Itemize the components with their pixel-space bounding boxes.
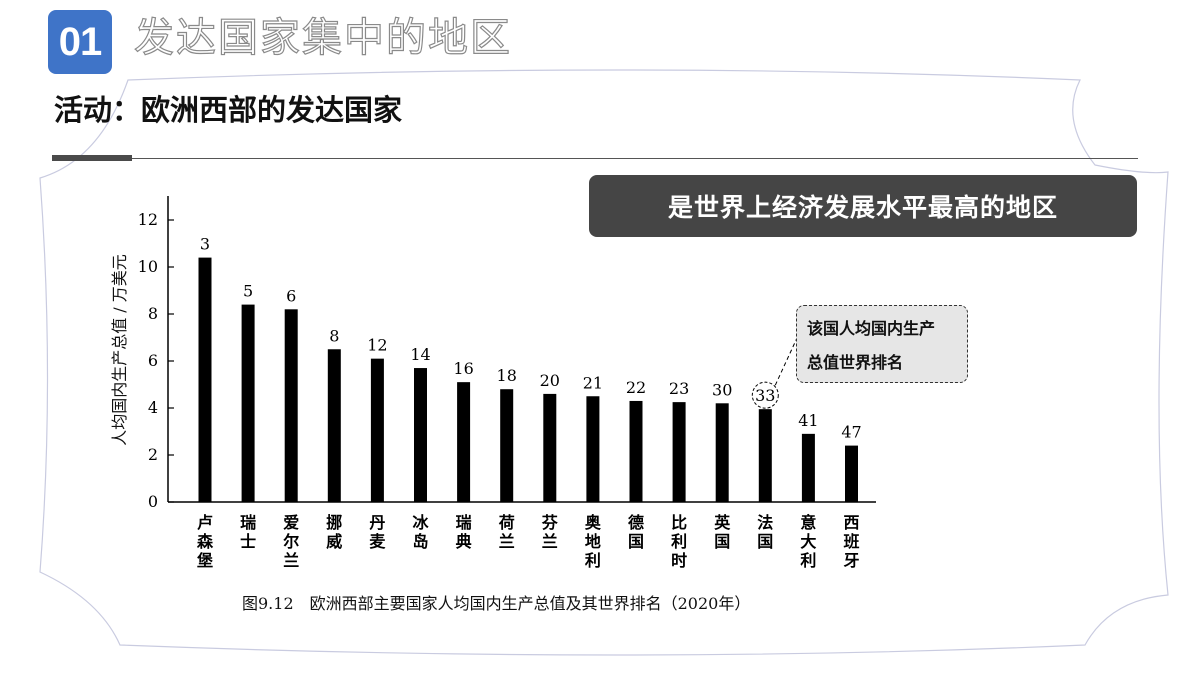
callout-line-2: 总值世界排名 [807,353,904,372]
section-number-badge: 01 [48,10,112,74]
category-label: 森 [197,532,214,551]
y-tick-label: 2 [148,445,158,464]
category-label: 地 [585,532,601,551]
category-label: 冰 [412,513,429,532]
category-label: 典 [456,532,472,551]
y-tick-label: 0 [148,492,158,511]
rank-label: 12 [367,336,387,355]
category-label: 岛 [412,532,428,551]
category-label: 时 [671,551,687,570]
bar [758,409,772,502]
bar [284,309,298,502]
category-label: 利 [585,551,601,570]
category-label: 兰 [499,532,515,551]
rank-label: 20 [540,371,560,390]
category-label: 麦 [369,532,386,551]
category-label: 荷 [499,513,515,532]
category-label: 国 [714,532,730,551]
bar [198,257,212,502]
category-label: 奥 [585,513,602,532]
category-label: 国 [628,532,644,551]
category-label: 尔 [283,532,299,551]
category-label: 意 [800,513,816,532]
category-label: 西 [843,513,859,532]
bar [414,368,427,502]
category-label: 利 [671,532,687,551]
title-divider-accent [52,155,132,161]
rank-label: 21 [583,373,603,392]
category-label: 大 [800,532,816,551]
category-label: 英 [713,513,731,532]
bar [500,389,514,502]
category-label: 卢 [197,513,213,532]
bar [457,382,471,502]
rank-label: 5 [243,282,253,301]
category-label: 兰 [542,532,558,551]
bar [801,433,815,502]
category-label: 比 [671,513,687,532]
category-label: 国 [757,532,773,551]
rank-label: 6 [286,286,296,305]
rank-label: 14 [410,345,430,364]
rank-label: 18 [497,366,517,385]
figure-caption: 图9.12 欧洲西部主要国家人均国内生产总值及其世界排名（2020年） [242,594,751,613]
section-title: 发达国家集中的地区 [133,14,512,61]
y-axis-label: 人均国内生产总值 / 万美元 [110,254,129,446]
category-label: 兰 [283,551,299,570]
y-tick-label: 4 [148,398,158,417]
rank-label: 8 [329,326,339,345]
bar [845,445,858,502]
category-label: 芬 [541,513,559,532]
bar [370,358,384,502]
category-label: 挪 [326,513,342,532]
rank-callout: 该国人均国内生产 总值世界排名 [796,305,968,383]
highlight-circle [751,381,779,409]
bar [672,402,686,502]
headline-banner: 是世界上经济发展水平最高的地区 [589,175,1137,237]
activity-title: 活动：欧洲西部的发达国家 [54,93,403,127]
rank-label: 30 [712,380,732,399]
category-label: 士 [240,532,256,551]
category-label: 瑞 [240,513,256,532]
callout-leader-line [774,337,798,386]
bar [327,349,341,502]
rank-label: 22 [626,378,646,397]
category-label: 瑞 [456,513,472,532]
y-tick-label: 6 [148,351,158,370]
category-label: 爱 [283,513,299,532]
bar [629,400,643,502]
category-label: 利 [800,551,816,570]
bar [715,403,729,502]
rank-label: 41 [798,411,818,430]
rank-label: 23 [669,379,689,398]
y-tick-label: 10 [138,257,158,276]
title-divider [52,158,1138,159]
category-label: 威 [326,532,342,551]
rank-label: 47 [841,423,861,442]
category-label: 堡 [197,551,213,570]
rank-label: 33 [755,386,775,405]
y-tick-label: 8 [148,304,158,323]
bar [586,396,600,502]
category-label: 丹 [369,513,385,532]
y-tick-label: 12 [138,210,158,229]
category-label: 德 [628,513,644,532]
category-label: 法 [757,513,773,532]
rank-label: 16 [453,359,473,378]
bar [241,304,255,502]
callout-line-1: 该国人均国内生产 [807,319,936,338]
category-label: 班 [843,532,859,551]
category-label: 牙 [843,551,859,570]
bar [543,393,557,502]
rank-label: 3 [200,235,210,254]
